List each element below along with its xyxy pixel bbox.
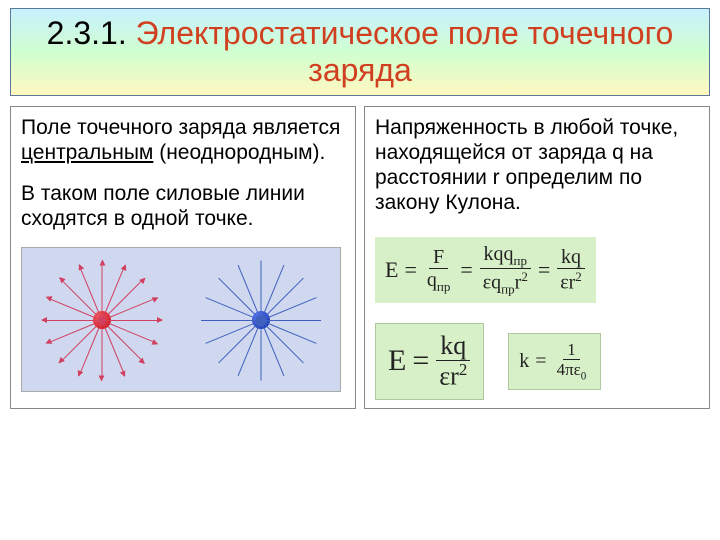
right-column: Напряженность в любой точке, находящейся…	[364, 106, 710, 409]
negative-charge-field	[181, 248, 340, 391]
field-diagram	[21, 247, 341, 392]
left-para-2: В таком поле силовые линии сходятся в од…	[21, 181, 345, 231]
right-para-1: Напряженность в любой точке, находящейся…	[375, 115, 699, 216]
equation-k: k = 1 4πε0	[508, 333, 601, 390]
title-box: 2.3.1. Электростатическое поле точечного…	[10, 8, 710, 96]
positive-charge-field	[22, 248, 181, 391]
underline-word: центральным	[21, 141, 153, 164]
title-number: 2.3.1.	[47, 15, 127, 51]
equation-chain: E = F qпр = kqqпр εqпрr2 = kq εr2	[375, 237, 596, 303]
title-text: Электростатическое поле точечного заряда	[136, 15, 674, 88]
bottom-equations: E = kq εr2 k = 1 4πε0	[375, 323, 699, 400]
left-column: Поле точечного заряда является центральн…	[10, 106, 356, 409]
left-para-1: Поле точечного заряда является центральн…	[21, 115, 345, 165]
columns: Поле точечного заряда является центральн…	[10, 106, 710, 409]
equation-main: E = kq εr2	[375, 323, 484, 400]
